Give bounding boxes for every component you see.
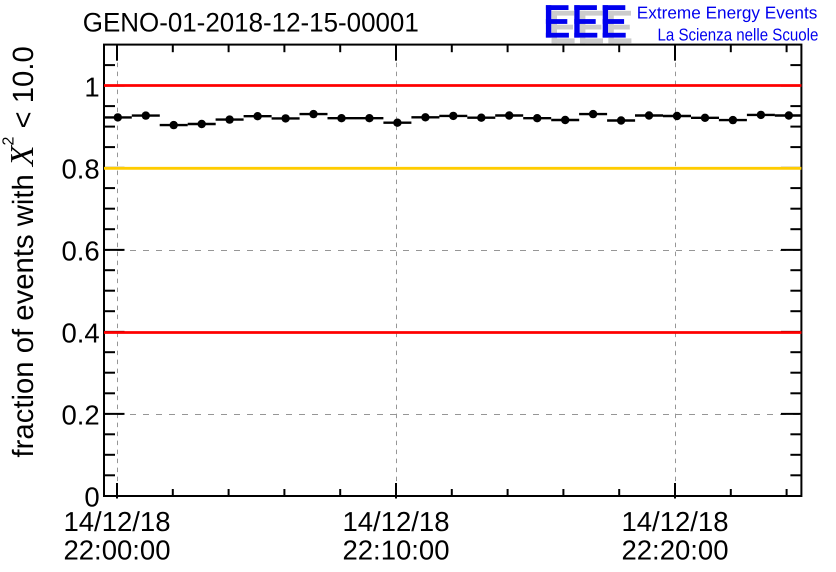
svg-text:1: 1 [84, 71, 99, 102]
svg-text:14/12/18: 14/12/18 [621, 506, 728, 537]
svg-text:14/12/18: 14/12/18 [63, 506, 170, 537]
svg-text:La Scienza nelle Scuole: La Scienza nelle Scuole [658, 24, 819, 44]
svg-text:22:10:00: 22:10:00 [342, 535, 449, 566]
svg-text:0.6: 0.6 [61, 236, 99, 267]
svg-text:0: 0 [84, 481, 99, 512]
svg-text:22:00:00: 22:00:00 [63, 535, 170, 566]
svg-text:fraction of events with X2 < 1: fraction of events with X2 < 10.0 [0, 46, 41, 457]
svg-text:0.4: 0.4 [61, 318, 99, 349]
svg-text:14/12/18: 14/12/18 [342, 506, 449, 537]
svg-text:GENO-01-2018-12-15-00001: GENO-01-2018-12-15-00001 [83, 7, 419, 37]
svg-text:22:20:00: 22:20:00 [621, 535, 728, 566]
svg-text:Extreme Energy Events: Extreme Energy Events [637, 3, 818, 23]
svg-text:0.2: 0.2 [61, 400, 99, 431]
svg-text:0.8: 0.8 [61, 154, 99, 185]
